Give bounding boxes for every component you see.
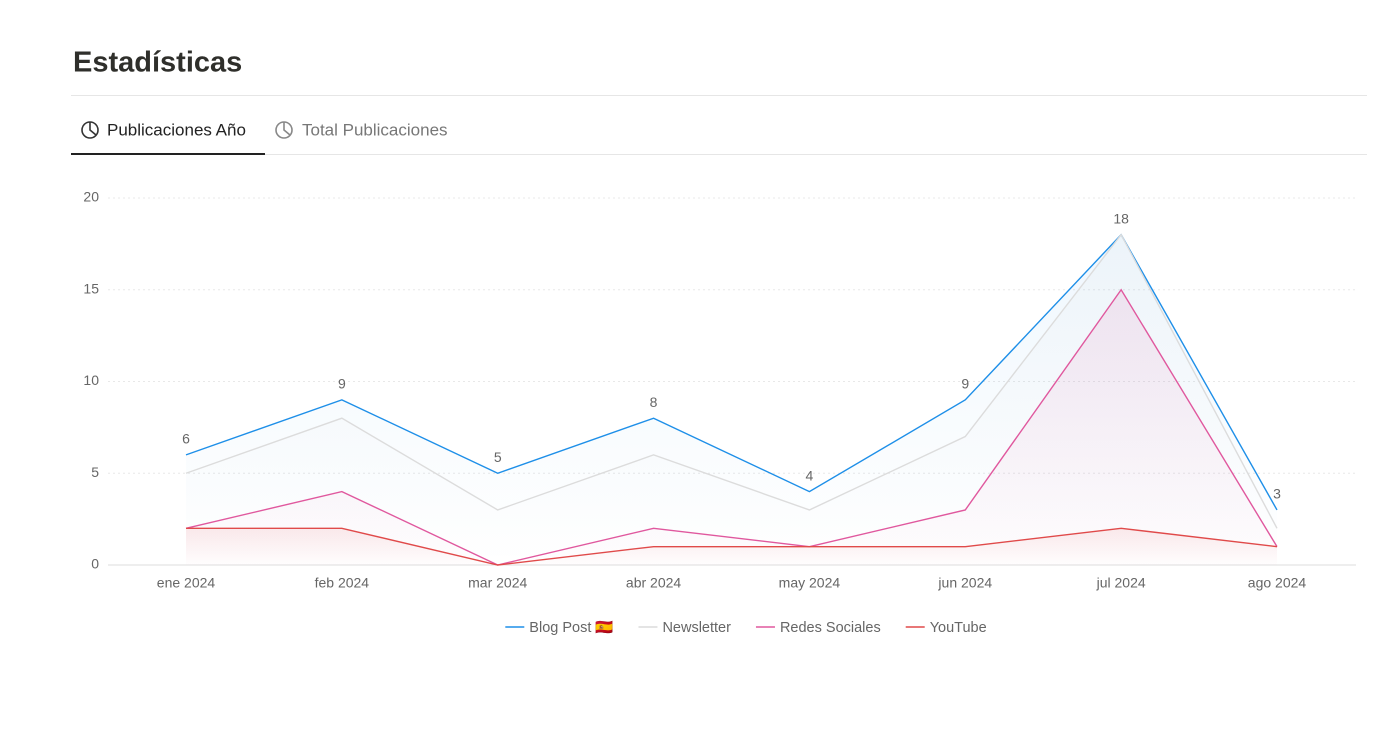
legend-label: Redes Sociales: [780, 620, 881, 636]
line: [185, 233, 1278, 511]
legend-label: Newsletter: [662, 620, 731, 636]
y-tick-label: 15: [83, 280, 99, 296]
x-tick-label: feb 2024: [315, 575, 370, 591]
page-title: Estadísticas: [73, 47, 242, 79]
area: [186, 289, 1277, 565]
x-tick-label: mar 2024: [468, 575, 527, 591]
y-tick-label: 0: [91, 556, 99, 572]
x-tick-label: abr 2024: [626, 575, 681, 591]
y-tick-label: 10: [83, 372, 99, 388]
x-tick-label: ago 2024: [1248, 575, 1307, 591]
tab[interactable]: Publicaciones Año: [81, 120, 246, 139]
data-label: 8: [650, 394, 658, 410]
x-tick-label: jul 2024: [1096, 575, 1146, 591]
data-label: 5: [494, 449, 502, 465]
data-label: 9: [961, 376, 969, 392]
legend-label: YouTube: [930, 620, 987, 636]
line: [185, 288, 1278, 566]
tab[interactable]: Total Publicaciones: [275, 120, 448, 139]
x-tick-label: ene 2024: [157, 575, 216, 591]
y-tick-label: 5: [91, 464, 99, 480]
data-label: 4: [806, 467, 814, 483]
x-tick-label: jun 2024: [937, 575, 992, 591]
line: [185, 233, 1278, 529]
data-label: 9: [338, 376, 346, 392]
legend-label: Blog Post 🇪🇸: [529, 619, 613, 636]
data-label: 6: [182, 431, 190, 447]
line: [186, 527, 1278, 566]
tab-icon: [89, 122, 97, 136]
data-label: 3: [1273, 486, 1281, 502]
x-tick-label: may 2024: [779, 575, 841, 591]
data-label: 18: [1113, 210, 1129, 226]
tab-label[interactable]: Total Publicaciones: [302, 120, 448, 139]
tab-label[interactable]: Publicaciones Año: [107, 120, 246, 139]
y-tick-label: 20: [83, 189, 99, 205]
tab-icon: [283, 122, 291, 136]
